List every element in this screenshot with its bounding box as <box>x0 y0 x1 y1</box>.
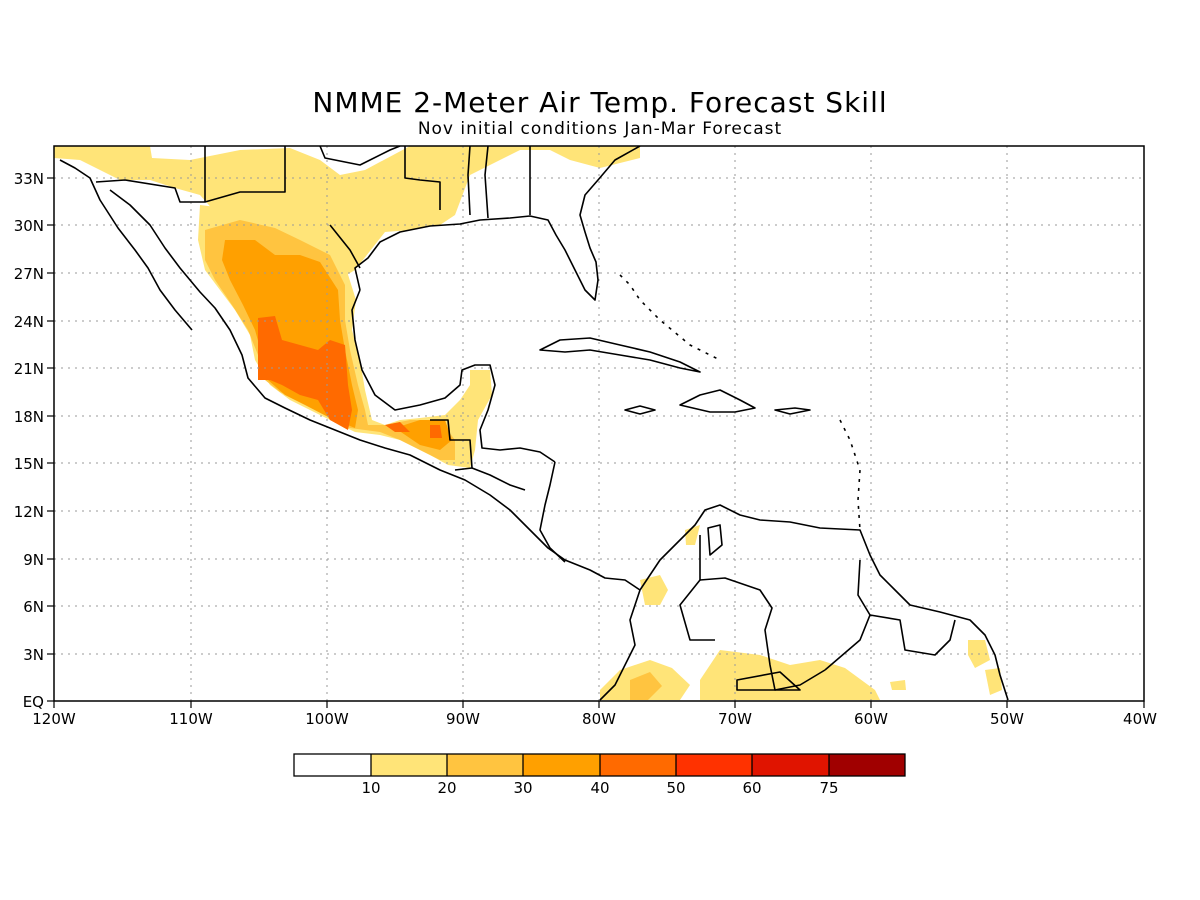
colorbar-swatch <box>447 754 523 776</box>
lon-label: 40W <box>1123 710 1157 728</box>
colorbar-swatch <box>600 754 676 776</box>
lon-label: 90W <box>446 710 480 728</box>
chart-subtitle: Nov initial conditions Jan-Mar Forecast <box>417 119 783 139</box>
colorbar-swatch <box>523 754 600 776</box>
skill-area-ecuador-mid <box>630 672 662 700</box>
colorbar-label: 10 <box>361 779 380 797</box>
lat-label: 24N <box>14 313 44 331</box>
chart-title: NMME 2-Meter Air Temp. Forecast Skill <box>312 86 888 119</box>
colorbar-label: 30 <box>513 779 532 797</box>
colorbar-swatch <box>371 754 447 776</box>
coastlines <box>59 146 1009 701</box>
colorbar: 10 20 30 40 50 60 75 <box>293 753 906 797</box>
skill-shading <box>54 146 1002 700</box>
skill-area-oaxaca-high <box>385 422 410 432</box>
colorbar-swatch <box>829 754 905 776</box>
lon-label: 100W <box>305 710 349 728</box>
lat-label: 18N <box>14 408 44 426</box>
skill-area-chiapas-high <box>430 425 442 438</box>
lat-label: 12N <box>14 503 44 521</box>
lat-label: 30N <box>14 217 44 235</box>
lat-label: 21N <box>14 360 44 378</box>
colorbar-label: 20 <box>437 779 456 797</box>
lat-label: 15N <box>14 455 44 473</box>
colorbar-label: 60 <box>742 779 761 797</box>
skill-area-colombia-coast <box>685 525 700 545</box>
lon-label: 60W <box>854 710 888 728</box>
skill-area-amazon <box>700 650 880 700</box>
longitude-labels: 120W 110W 100W 90W 80W 70W 60W 50W 40W <box>32 710 1157 728</box>
skill-area-colombia-north <box>640 575 668 605</box>
lat-label: 6N <box>23 598 44 616</box>
axis-ticks <box>47 177 1145 708</box>
skill-area-mexico-high <box>258 316 352 430</box>
colorbar-swatch <box>676 754 752 776</box>
lon-label: 70W <box>718 710 752 728</box>
lon-label: 80W <box>582 710 616 728</box>
skill-area-amazon-east <box>890 680 906 690</box>
colorbar-label: 50 <box>666 779 685 797</box>
lon-label: 120W <box>32 710 76 728</box>
skill-area-us-south <box>54 146 640 285</box>
skill-area-brazil-coast <box>985 668 1002 695</box>
lon-label: 50W <box>990 710 1024 728</box>
latitude-labels: EQ 3N 6N 9N 12N 15N 18N 21N 24N 27N 30N … <box>14 170 44 711</box>
lat-label: EQ <box>23 693 44 711</box>
lat-label: 3N <box>23 646 44 664</box>
colorbar-label: 75 <box>819 779 838 797</box>
graticule <box>54 146 1144 701</box>
lat-label: 33N <box>14 170 44 188</box>
colorbar-swatch <box>752 754 829 776</box>
lat-label: 9N <box>23 551 44 569</box>
colorbar-label: 40 <box>590 779 609 797</box>
lon-label: 110W <box>169 710 213 728</box>
colorbar-swatch <box>294 754 371 776</box>
lat-label: 27N <box>14 265 44 283</box>
